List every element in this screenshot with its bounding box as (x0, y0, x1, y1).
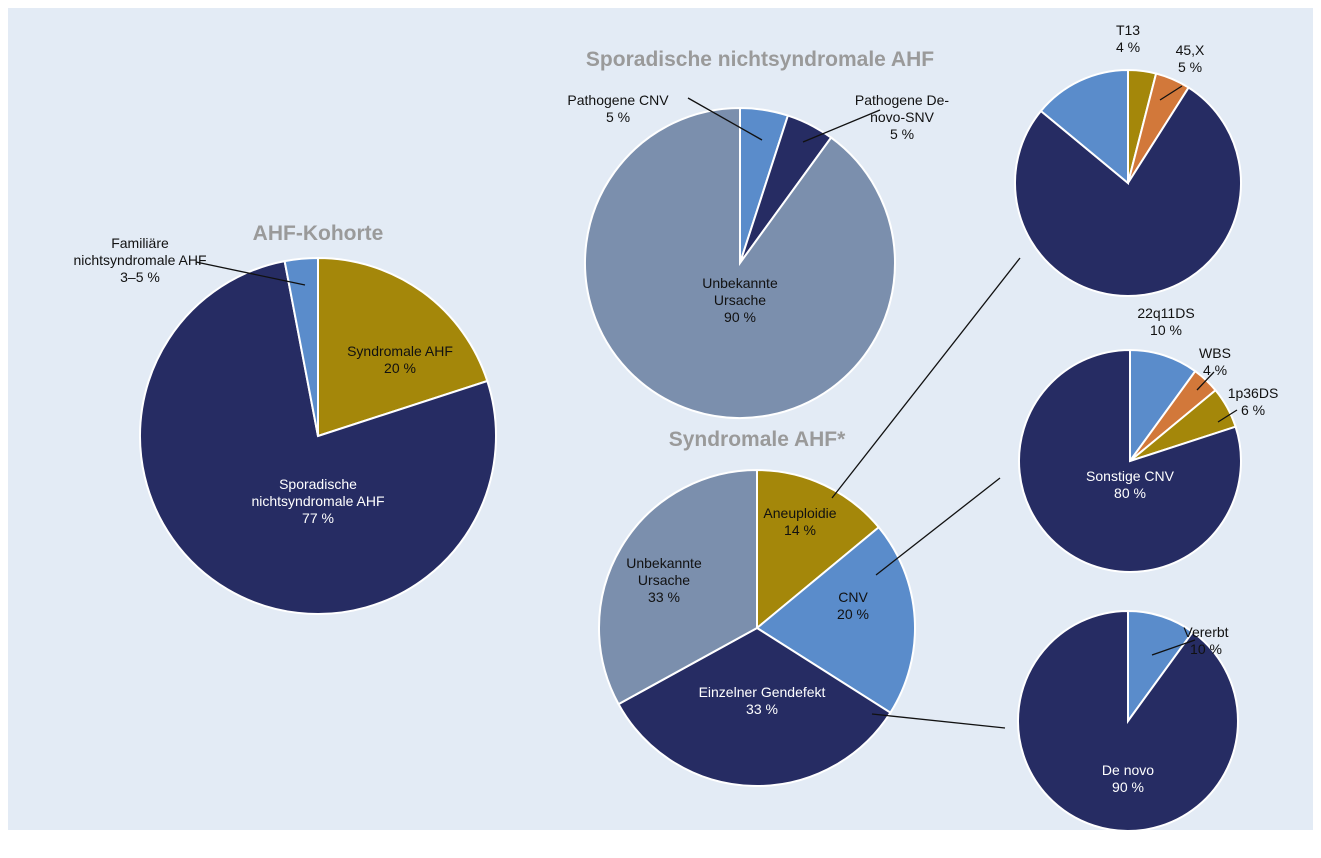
slice-name: Syndromale AHF (347, 343, 453, 359)
slice-name: Pathogene CNV (567, 92, 669, 108)
pie-slice (755, 525, 916, 715)
pie-slice (1017, 609, 1240, 832)
slice-label: Pathogene CNV 5 % (543, 92, 693, 126)
slice-label: Aneuploidie 14 % (750, 505, 850, 539)
slice-name: Sporadische nichtsyndromale AHF (251, 476, 385, 509)
pie-slice (598, 468, 758, 706)
slice-value: 6 % (1240, 402, 1266, 418)
pie-title: Syndromale AHF* (668, 428, 846, 451)
leader-line (1196, 371, 1215, 391)
slice-name: Einzelner Gendefekt (698, 684, 826, 700)
slice-name: Familiäre nichtsyndromale AHF (73, 235, 207, 268)
leader-line (1217, 409, 1238, 423)
slice-name: 22q11DS (1137, 305, 1195, 321)
slice-value: 10 % (1150, 322, 1182, 338)
slice-label: Syndromale AHF 20 % (335, 343, 465, 377)
slice-name: Pathogene De-novo-SNV (854, 92, 950, 125)
slice-name: T13 (1115, 22, 1141, 38)
slice-name: 45,X (1175, 42, 1205, 58)
slice-value: 3–5 % (120, 269, 160, 285)
pie-slice (317, 256, 489, 438)
slice-name: Unbekannte Ursache (626, 555, 702, 588)
slice-value: 33 % (648, 589, 680, 605)
slice-name: Unbekannte Ursache (702, 275, 778, 308)
pie-slice (139, 259, 497, 615)
slice-value: 90 % (724, 309, 756, 325)
connector (831, 257, 1021, 499)
slice-name: 1p36DS (1227, 385, 1279, 401)
slice-label: Familiäre nichtsyndromale AHF 3–5 % (70, 235, 210, 286)
slice-value: 4 % (1202, 362, 1228, 378)
connector (875, 477, 1001, 576)
slice-name: Vererbt (1183, 624, 1229, 640)
pie-slice (584, 106, 896, 419)
slice-label: De novo 90 % (1078, 762, 1178, 796)
slice-value: 5 % (889, 126, 915, 142)
slice-label: T13 4 % (1098, 22, 1158, 56)
slice-name: De novo (1101, 762, 1155, 778)
slice-value: 5 % (1177, 59, 1203, 75)
slice-label: Unbekannte Ursache 33 % (619, 555, 709, 606)
pie-slice (1018, 348, 1243, 573)
slice-label: Sonstige CNV 80 % (1070, 468, 1190, 502)
slice-value: 20 % (837, 606, 869, 622)
slice-label: Sporadische nichtsyndromale AHF 77 % (228, 476, 408, 527)
slice-label: 1p36DS 6 % (1218, 385, 1288, 419)
slice-label: CNV 20 % (813, 589, 893, 623)
leader-line (1151, 639, 1196, 656)
slice-value: 10 % (1190, 641, 1222, 657)
slice-label: 22q11DS 10 % (1126, 305, 1206, 339)
slice-value: 14 % (784, 522, 816, 538)
connector (871, 713, 1006, 729)
slice-label: Pathogene De-novo-SNV 5 % (847, 92, 957, 143)
slice-label: Vererbt 10 % (1171, 624, 1241, 658)
pies (139, 68, 1243, 832)
slice-label: Einzelner Gendefekt 33 % (662, 684, 862, 718)
slice-label: Unbekannte Ursache 90 % (690, 275, 790, 326)
slice-value: 80 % (1114, 485, 1146, 501)
slice-value: 33 % (746, 701, 778, 717)
pie-slice (1039, 68, 1129, 186)
slice-name: CNV (838, 589, 868, 605)
slice-value: 77 % (302, 510, 334, 526)
slice-value: 5 % (605, 109, 631, 125)
leader-line (1159, 85, 1183, 101)
slice-value: 90 % (1112, 779, 1144, 795)
slice-name: WBS (1199, 345, 1231, 361)
slice-label: 45,X 5 % (1160, 42, 1220, 76)
slice-value: 4 % (1115, 39, 1141, 55)
leader-line (802, 109, 881, 143)
slice-name: Aneuploidie (763, 505, 837, 521)
pie-title: AHF-Kohorte (252, 222, 384, 245)
slice-label: WBS 4 % (1185, 345, 1245, 379)
leader-line (687, 97, 763, 141)
pie-title: Sporadische nichtsyndromale AHF (585, 48, 935, 71)
leader-lines (195, 85, 1238, 729)
pie-slice (1014, 86, 1242, 297)
pie-slice (756, 468, 881, 631)
slice-value: 20 % (384, 360, 416, 376)
slice-name: Sonstige CNV (1086, 468, 1174, 484)
pie-slice (283, 256, 319, 437)
leader-line (195, 261, 306, 286)
